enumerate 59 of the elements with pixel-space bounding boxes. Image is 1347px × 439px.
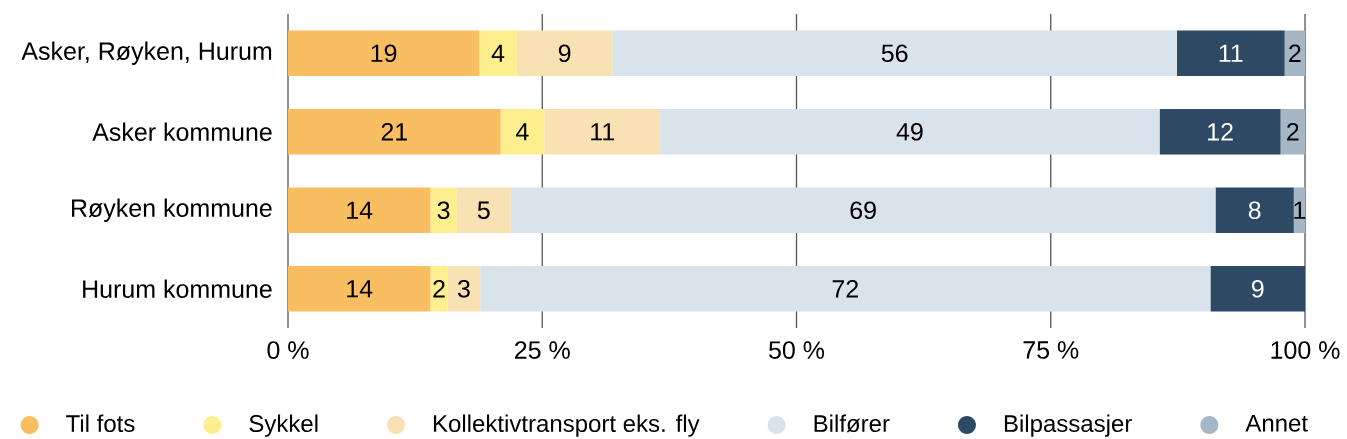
data-label: 8 [1248, 201, 1261, 220]
bar [612, 30, 1177, 76]
legend-label: Sykkel [249, 414, 318, 437]
data-label: 5 [477, 201, 490, 219]
data-label: 72 [832, 280, 858, 298]
data-label: 3 [437, 201, 450, 220]
x-tick-label: 0 % [267, 341, 309, 359]
y-tick-label: Røyken kommune [72, 198, 272, 222]
bar [1176, 30, 1285, 76]
bar [430, 187, 457, 233]
bar [516, 30, 613, 76]
data-label: 2 [1289, 44, 1301, 62]
y-tick-label: Asker kommune [92, 122, 272, 141]
x-tick-label: 100 % [1271, 341, 1340, 359]
bar [544, 109, 661, 155]
data-label: 14 [347, 280, 373, 298]
data-label: 1 [1294, 201, 1306, 219]
data-label: 12 [1208, 123, 1233, 141]
bar [288, 187, 431, 233]
y-tick-label: Hurum kommune [83, 279, 272, 298]
data-label: 4 [516, 123, 529, 141]
bar [479, 30, 517, 76]
legend-label: Bilfører [814, 414, 890, 433]
legend-label: Annet [1245, 414, 1308, 432]
bar [430, 266, 448, 312]
bar [288, 30, 480, 76]
data-label: 56 [881, 44, 908, 63]
data-label: 2 [1287, 123, 1299, 141]
x-tick-label: 75 % [1023, 341, 1079, 359]
bar [447, 266, 481, 312]
data-label: 21 [381, 123, 407, 141]
data-label: 9 [558, 44, 571, 63]
bar [288, 266, 431, 312]
data-label: 11 [591, 123, 615, 141]
y-tick-label: Asker, Røyken, Hurum [21, 41, 272, 65]
bar [510, 187, 1216, 233]
legend-label: Bilpassasjer [1004, 414, 1132, 437]
x-tick-label: 25 % [515, 341, 570, 359]
bar [288, 109, 501, 155]
data-label: 9 [1251, 279, 1264, 298]
bar [480, 266, 1211, 312]
data-label: 19 [371, 44, 397, 63]
bar [1215, 187, 1294, 233]
data-label: 14 [347, 201, 373, 219]
data-label: 69 [850, 201, 876, 220]
data-label: 49 [896, 122, 923, 141]
bar [1280, 109, 1306, 155]
legend-label: Til fots [66, 414, 135, 433]
bar [456, 187, 511, 233]
x-tick-label: 50 % [769, 341, 825, 359]
bar [1159, 109, 1281, 155]
data-label: 2 [433, 280, 445, 298]
data-label: 4 [491, 44, 505, 62]
data-label: 3 [457, 279, 470, 298]
bar [500, 109, 545, 155]
legend-label: Kollektivtransport eks. fly [433, 414, 700, 437]
data-label: 11 [1219, 44, 1243, 62]
bar [1210, 266, 1306, 312]
bar [660, 109, 1160, 155]
